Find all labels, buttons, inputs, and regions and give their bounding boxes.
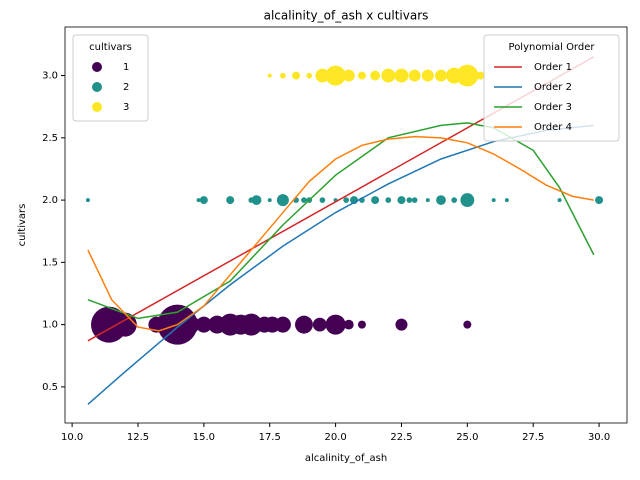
legend-box xyxy=(483,34,620,142)
x-tick-label: 15.0 xyxy=(193,432,215,443)
point xyxy=(371,196,380,205)
point xyxy=(195,316,212,333)
point xyxy=(267,73,272,78)
point xyxy=(292,71,301,80)
x-axis-label: alcalinity_of_ash xyxy=(305,453,387,464)
point xyxy=(199,196,208,205)
x-tick-label: 25.0 xyxy=(456,432,478,443)
point xyxy=(394,68,409,83)
point xyxy=(240,313,263,336)
point xyxy=(226,196,235,205)
point xyxy=(267,198,272,203)
point xyxy=(434,69,447,82)
point xyxy=(381,68,396,83)
point xyxy=(295,315,313,334)
point xyxy=(385,197,392,203)
point xyxy=(276,194,289,207)
legend-swatch xyxy=(92,102,102,112)
y-tick-label: 1.5 xyxy=(42,257,58,268)
legend-label: Order 4 xyxy=(534,122,572,133)
point xyxy=(408,69,421,82)
legend-label: Order 2 xyxy=(534,82,572,93)
point xyxy=(504,198,509,203)
fit-line xyxy=(87,135,594,332)
point xyxy=(251,195,262,205)
x-tick-label: 10.0 xyxy=(61,432,83,443)
legend-swatch xyxy=(92,82,102,92)
point xyxy=(436,195,446,205)
point xyxy=(301,197,307,203)
point xyxy=(196,198,201,203)
legend-box xyxy=(72,34,149,122)
point xyxy=(557,198,562,203)
point xyxy=(325,65,346,86)
x-tick-label: 12.5 xyxy=(127,432,149,443)
point xyxy=(315,68,330,83)
point xyxy=(451,197,457,203)
point xyxy=(460,193,475,208)
point xyxy=(456,64,479,87)
x-tick-label: 22.5 xyxy=(390,432,412,443)
y-tick-label: 2.5 xyxy=(42,133,58,144)
point xyxy=(343,197,349,203)
point xyxy=(476,71,485,80)
y-axis-label: cultivars xyxy=(17,204,28,247)
point xyxy=(274,316,291,333)
point xyxy=(325,314,346,335)
plot-frame xyxy=(64,26,628,424)
point xyxy=(342,69,355,82)
point xyxy=(406,197,413,203)
legend-label: Order 1 xyxy=(534,62,572,73)
point xyxy=(491,198,496,203)
x-tick-label: 20.0 xyxy=(324,432,346,443)
chart-title: alcalinity_of_ash x cultivars xyxy=(264,9,429,23)
point xyxy=(319,197,326,203)
y-tick-label: 1.0 xyxy=(42,320,58,331)
legend-title: cultivars xyxy=(89,42,132,53)
point xyxy=(306,72,313,79)
point xyxy=(395,318,408,331)
point xyxy=(370,70,381,81)
point xyxy=(595,196,604,205)
point xyxy=(280,72,286,79)
point xyxy=(411,197,418,203)
point xyxy=(463,320,472,329)
legend-title: Polynomial Order xyxy=(509,42,596,53)
fit-line xyxy=(87,122,595,320)
y-tick-label: 2.0 xyxy=(42,195,58,206)
y-tick-label: 0.5 xyxy=(42,382,58,393)
y-tick-label: 3.0 xyxy=(42,71,58,82)
legend-label: 1 xyxy=(123,62,129,73)
point xyxy=(312,317,327,332)
legend-swatch xyxy=(92,62,102,72)
legend-label: 2 xyxy=(123,82,129,93)
point xyxy=(357,71,366,80)
legend-label: 3 xyxy=(123,102,129,113)
point xyxy=(425,198,430,203)
x-tick-label: 17.5 xyxy=(259,432,281,443)
x-tick-label: 27.5 xyxy=(522,432,544,443)
x-tick-label: 30.0 xyxy=(588,432,610,443)
point xyxy=(421,69,434,82)
point xyxy=(85,198,90,203)
legend-label: Order 3 xyxy=(534,102,572,113)
point xyxy=(343,319,354,330)
point xyxy=(357,320,366,329)
point xyxy=(397,196,406,205)
